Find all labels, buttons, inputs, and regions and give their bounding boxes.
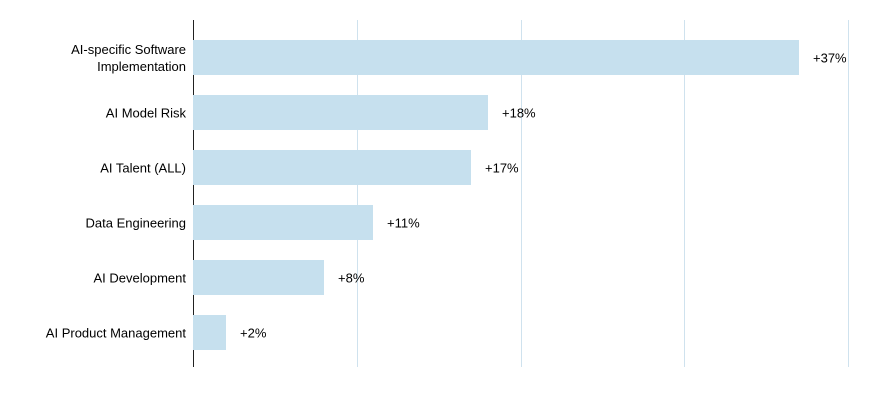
bar [193, 150, 471, 185]
value-label: +37% [813, 50, 847, 65]
gridline [848, 20, 849, 367]
value-label: +8% [338, 270, 365, 285]
y-axis-line [193, 20, 194, 367]
category-label: AI Talent (ALL) [100, 160, 186, 175]
bar [193, 315, 226, 350]
bar [193, 260, 324, 295]
category-label: Data Engineering [85, 215, 186, 230]
value-label: +17% [485, 160, 519, 175]
value-label: +2% [240, 325, 267, 340]
category-label: AI Development [93, 270, 187, 285]
bar [193, 95, 488, 130]
gridline [521, 20, 522, 367]
category-label: AI Model Risk [105, 105, 186, 120]
value-label: +11% [387, 215, 420, 230]
bar [193, 40, 799, 75]
gridline [357, 20, 358, 367]
value-label: +18% [502, 105, 536, 120]
category-label: AI-specific Software Implementation [71, 41, 186, 74]
bar [193, 205, 373, 240]
category-label: AI Product Management [45, 325, 186, 340]
gridline [684, 20, 685, 367]
